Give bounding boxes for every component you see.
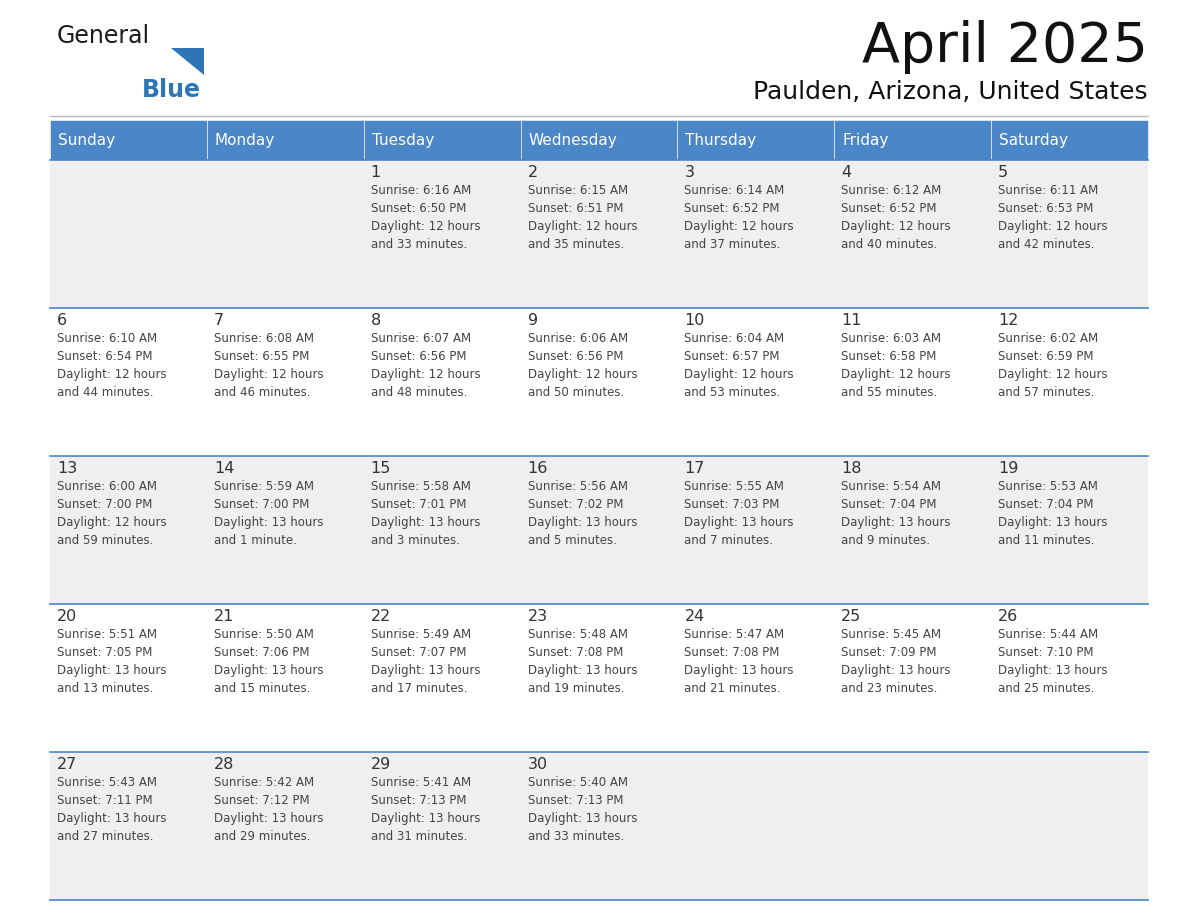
Text: Sunrise: 6:11 AM
Sunset: 6:53 PM
Daylight: 12 hours
and 42 minutes.: Sunrise: 6:11 AM Sunset: 6:53 PM Dayligh…: [998, 184, 1107, 251]
Text: 16: 16: [527, 461, 548, 476]
Text: Sunrise: 6:10 AM
Sunset: 6:54 PM
Daylight: 12 hours
and 44 minutes.: Sunrise: 6:10 AM Sunset: 6:54 PM Dayligh…: [57, 332, 166, 399]
Bar: [50, 120, 207, 160]
Text: Paulden, Arizona, United States: Paulden, Arizona, United States: [753, 80, 1148, 104]
Text: Sunrise: 5:59 AM
Sunset: 7:00 PM
Daylight: 13 hours
and 1 minute.: Sunrise: 5:59 AM Sunset: 7:00 PM Dayligh…: [214, 480, 323, 547]
Text: Saturday: Saturday: [999, 132, 1068, 148]
Text: Sunrise: 5:40 AM
Sunset: 7:13 PM
Daylight: 13 hours
and 33 minutes.: Sunrise: 5:40 AM Sunset: 7:13 PM Dayligh…: [527, 776, 637, 843]
Text: Sunrise: 6:15 AM
Sunset: 6:51 PM
Daylight: 12 hours
and 35 minutes.: Sunrise: 6:15 AM Sunset: 6:51 PM Dayligh…: [527, 184, 637, 251]
Text: Sunrise: 5:49 AM
Sunset: 7:07 PM
Daylight: 13 hours
and 17 minutes.: Sunrise: 5:49 AM Sunset: 7:07 PM Dayligh…: [371, 628, 480, 695]
Bar: [50, 752, 1148, 900]
Text: 7: 7: [214, 313, 225, 328]
Text: Sunrise: 5:45 AM
Sunset: 7:09 PM
Daylight: 13 hours
and 23 minutes.: Sunrise: 5:45 AM Sunset: 7:09 PM Dayligh…: [841, 628, 950, 695]
Text: 11: 11: [841, 313, 861, 328]
Text: 21: 21: [214, 609, 234, 624]
Text: Sunrise: 5:55 AM
Sunset: 7:03 PM
Daylight: 13 hours
and 7 minutes.: Sunrise: 5:55 AM Sunset: 7:03 PM Dayligh…: [684, 480, 794, 547]
Text: 28: 28: [214, 757, 234, 772]
Text: General: General: [57, 24, 150, 48]
Text: Sunrise: 6:16 AM
Sunset: 6:50 PM
Daylight: 12 hours
and 33 minutes.: Sunrise: 6:16 AM Sunset: 6:50 PM Dayligh…: [371, 184, 480, 251]
Text: 17: 17: [684, 461, 704, 476]
Text: 27: 27: [57, 757, 77, 772]
Text: Friday: Friday: [842, 132, 889, 148]
Text: Sunday: Sunday: [58, 132, 115, 148]
Text: Sunrise: 5:50 AM
Sunset: 7:06 PM
Daylight: 13 hours
and 15 minutes.: Sunrise: 5:50 AM Sunset: 7:06 PM Dayligh…: [214, 628, 323, 695]
Text: Thursday: Thursday: [685, 132, 757, 148]
Text: Sunrise: 6:03 AM
Sunset: 6:58 PM
Daylight: 12 hours
and 55 minutes.: Sunrise: 6:03 AM Sunset: 6:58 PM Dayligh…: [841, 332, 950, 399]
Text: Sunrise: 5:56 AM
Sunset: 7:02 PM
Daylight: 13 hours
and 5 minutes.: Sunrise: 5:56 AM Sunset: 7:02 PM Dayligh…: [527, 480, 637, 547]
Text: Sunrise: 5:44 AM
Sunset: 7:10 PM
Daylight: 13 hours
and 25 minutes.: Sunrise: 5:44 AM Sunset: 7:10 PM Dayligh…: [998, 628, 1107, 695]
Text: Sunrise: 6:02 AM
Sunset: 6:59 PM
Daylight: 12 hours
and 57 minutes.: Sunrise: 6:02 AM Sunset: 6:59 PM Dayligh…: [998, 332, 1107, 399]
Polygon shape: [171, 48, 204, 75]
Text: Sunrise: 6:14 AM
Sunset: 6:52 PM
Daylight: 12 hours
and 37 minutes.: Sunrise: 6:14 AM Sunset: 6:52 PM Dayligh…: [684, 184, 794, 251]
Bar: [50, 308, 1148, 456]
Text: Sunrise: 5:58 AM
Sunset: 7:01 PM
Daylight: 13 hours
and 3 minutes.: Sunrise: 5:58 AM Sunset: 7:01 PM Dayligh…: [371, 480, 480, 547]
Text: 26: 26: [998, 609, 1018, 624]
Text: Sunrise: 6:04 AM
Sunset: 6:57 PM
Daylight: 12 hours
and 53 minutes.: Sunrise: 6:04 AM Sunset: 6:57 PM Dayligh…: [684, 332, 794, 399]
Text: 30: 30: [527, 757, 548, 772]
Text: Blue: Blue: [143, 78, 201, 102]
Bar: [207, 120, 364, 160]
Text: 15: 15: [371, 461, 391, 476]
Text: Sunrise: 5:51 AM
Sunset: 7:05 PM
Daylight: 13 hours
and 13 minutes.: Sunrise: 5:51 AM Sunset: 7:05 PM Dayligh…: [57, 628, 166, 695]
Text: 20: 20: [57, 609, 77, 624]
Bar: [364, 120, 520, 160]
Text: 25: 25: [841, 609, 861, 624]
Text: 6: 6: [57, 313, 68, 328]
Text: 5: 5: [998, 165, 1009, 180]
Text: 8: 8: [371, 313, 381, 328]
Text: Wednesday: Wednesday: [529, 132, 618, 148]
Text: Sunrise: 5:43 AM
Sunset: 7:11 PM
Daylight: 13 hours
and 27 minutes.: Sunrise: 5:43 AM Sunset: 7:11 PM Dayligh…: [57, 776, 166, 843]
Text: Monday: Monday: [215, 132, 276, 148]
Text: Sunrise: 6:07 AM
Sunset: 6:56 PM
Daylight: 12 hours
and 48 minutes.: Sunrise: 6:07 AM Sunset: 6:56 PM Dayligh…: [371, 332, 480, 399]
Text: 2: 2: [527, 165, 538, 180]
Text: April 2025: April 2025: [862, 20, 1148, 74]
Bar: [520, 120, 677, 160]
Text: 9: 9: [527, 313, 538, 328]
Text: 22: 22: [371, 609, 391, 624]
Text: Sunrise: 5:53 AM
Sunset: 7:04 PM
Daylight: 13 hours
and 11 minutes.: Sunrise: 5:53 AM Sunset: 7:04 PM Dayligh…: [998, 480, 1107, 547]
Bar: [50, 604, 1148, 752]
Text: Sunrise: 5:41 AM
Sunset: 7:13 PM
Daylight: 13 hours
and 31 minutes.: Sunrise: 5:41 AM Sunset: 7:13 PM Dayligh…: [371, 776, 480, 843]
Text: 10: 10: [684, 313, 704, 328]
Text: 1: 1: [371, 165, 381, 180]
Text: Tuesday: Tuesday: [372, 132, 434, 148]
Bar: [834, 120, 991, 160]
Text: 18: 18: [841, 461, 861, 476]
Text: Sunrise: 6:08 AM
Sunset: 6:55 PM
Daylight: 12 hours
and 46 minutes.: Sunrise: 6:08 AM Sunset: 6:55 PM Dayligh…: [214, 332, 323, 399]
Text: Sunrise: 5:54 AM
Sunset: 7:04 PM
Daylight: 13 hours
and 9 minutes.: Sunrise: 5:54 AM Sunset: 7:04 PM Dayligh…: [841, 480, 950, 547]
Text: 3: 3: [684, 165, 695, 180]
Text: 13: 13: [57, 461, 77, 476]
Text: 24: 24: [684, 609, 704, 624]
Text: Sunrise: 5:48 AM
Sunset: 7:08 PM
Daylight: 13 hours
and 19 minutes.: Sunrise: 5:48 AM Sunset: 7:08 PM Dayligh…: [527, 628, 637, 695]
Text: 14: 14: [214, 461, 234, 476]
Text: 4: 4: [841, 165, 852, 180]
Bar: [677, 120, 834, 160]
Text: Sunrise: 5:42 AM
Sunset: 7:12 PM
Daylight: 13 hours
and 29 minutes.: Sunrise: 5:42 AM Sunset: 7:12 PM Dayligh…: [214, 776, 323, 843]
Bar: [50, 456, 1148, 604]
Text: Sunrise: 6:00 AM
Sunset: 7:00 PM
Daylight: 12 hours
and 59 minutes.: Sunrise: 6:00 AM Sunset: 7:00 PM Dayligh…: [57, 480, 166, 547]
Text: Sunrise: 5:47 AM
Sunset: 7:08 PM
Daylight: 13 hours
and 21 minutes.: Sunrise: 5:47 AM Sunset: 7:08 PM Dayligh…: [684, 628, 794, 695]
Text: 19: 19: [998, 461, 1018, 476]
Text: Sunrise: 6:06 AM
Sunset: 6:56 PM
Daylight: 12 hours
and 50 minutes.: Sunrise: 6:06 AM Sunset: 6:56 PM Dayligh…: [527, 332, 637, 399]
Text: 29: 29: [371, 757, 391, 772]
Bar: [991, 120, 1148, 160]
Bar: [50, 160, 1148, 308]
Text: 23: 23: [527, 609, 548, 624]
Text: Sunrise: 6:12 AM
Sunset: 6:52 PM
Daylight: 12 hours
and 40 minutes.: Sunrise: 6:12 AM Sunset: 6:52 PM Dayligh…: [841, 184, 950, 251]
Text: 12: 12: [998, 313, 1018, 328]
